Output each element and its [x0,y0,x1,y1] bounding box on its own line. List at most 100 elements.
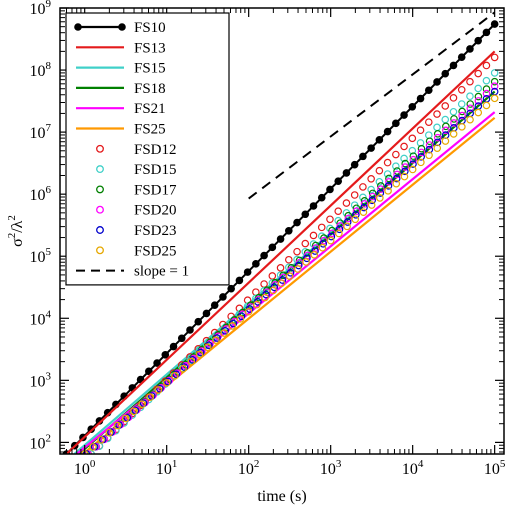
x-tick-label-base-1: 10 [156,461,172,478]
data-point-fsd25-18 [228,322,237,330]
data-point-fsd20-37 [385,178,393,186]
data-point-fsd12-35 [375,166,384,175]
data-point-fsd25-23 [269,286,278,295]
legend-swatch-fsd15 [96,165,104,174]
y-axis-label-sup2: 2 [6,215,18,221]
data-point-fsd25-17 [220,329,228,337]
data-point-fs10-32 [326,185,334,194]
data-point-fsd23-7 [139,399,148,408]
data-point-fsd12-48 [482,61,491,70]
y-tick-label-base-0: 10 [30,435,46,452]
y-axis-label-sup1: 2 [6,233,18,239]
data-point-fsd15-44 [449,107,458,116]
data-point-fsd25-32 [343,222,351,231]
data-point-fsd12-22 [268,272,277,280]
data-point-fsd15-47 [474,84,482,93]
series-layer [62,11,499,454]
data-point-fsd12-29 [326,215,334,224]
legend-label-fsd15: FSD15 [134,162,177,178]
data-point-fs10-50 [474,36,482,45]
data-point-fsd20-44 [442,126,450,135]
data-point-fs10-36 [359,152,367,161]
data-point-fsd23-39 [401,167,409,176]
data-point-fsd12-36 [383,158,392,167]
x-tick-label-exp-3: 3 [336,458,342,470]
legend-label-slope-1: slope = 1 [134,264,189,280]
data-point-fsd23-25 [286,268,295,277]
data-point-fsd17-42 [425,137,434,146]
data-point-fsd25-46 [458,123,466,131]
data-point-fsd23-27 [303,254,311,263]
data-point-fs10-31 [317,193,326,202]
data-point-fsd23-24 [278,276,287,284]
series-fsd23 [82,87,499,454]
y-tick-label-0: 102 [30,432,52,452]
data-point-fsd12-25 [293,247,301,256]
data-point-fsd12-45 [457,85,466,94]
x-tick-label-exp-5: 5 [500,458,506,470]
legend-swatch-fsd12 [96,144,104,153]
data-point-fsd25-48 [474,108,483,117]
data-point-fsd25-27 [302,258,310,266]
data-point-fs10-48 [457,53,466,61]
legend-swatch-fsd25 [96,246,104,255]
legend-marker-fs10-a [74,23,82,31]
y-tick-label-exp-5: 7 [46,122,52,134]
y-tick-label-2: 104 [30,308,52,328]
data-point-fsd12-34 [367,175,375,183]
data-point-fsd20-41 [417,148,426,157]
data-point-fsd20-43 [433,133,442,142]
data-point-fsd23-11 [172,370,181,379]
data-point-fs10-35 [350,160,359,169]
x-tick-label-5: 105 [484,458,506,478]
y-tick-label-exp-3: 5 [46,246,52,258]
data-point-fsd12-33 [359,183,367,191]
data-point-fsd23-36 [376,189,385,197]
y-tick-label-4: 106 [30,184,52,204]
data-point-fsd25-14 [195,350,204,359]
data-point-fs10-20 [227,284,235,293]
data-point-fsd17-47 [466,100,475,108]
data-point-fsd25-41 [417,158,425,167]
plot-frame [59,7,505,455]
data-point-fsd25-35 [367,201,376,209]
data-point-fs10-19 [219,293,227,301]
data-point-fsd12-26 [301,239,310,248]
data-point-fs10-17 [202,309,211,318]
data-point-fsd20-34 [360,200,369,208]
data-point-fsd15-46 [466,92,474,101]
legend-label-fsd25: FSD25 [134,243,177,259]
data-point-fsd12-49 [490,53,499,62]
data-point-fsd17-37 [385,174,393,183]
data-point-fsd23-23 [270,283,279,292]
data-point-fsd23-9 [156,384,164,393]
y-tick-label-7: 109 [30,0,52,18]
data-point-fsd25-45 [449,130,458,138]
data-point-fsd20-42 [425,141,434,149]
data-point-fsd12-38 [400,142,408,151]
data-point-fsd25-43 [433,144,442,152]
y-tick-label-exp-0: 2 [46,432,52,444]
data-point-fsd17-49 [482,85,491,93]
data-point-fsd25-13 [187,357,196,366]
data-point-fsd23-41 [417,153,425,161]
data-point-fsd17-46 [458,107,466,116]
data-point-fsd25-36 [376,194,384,202]
data-point-fsd12-24 [284,255,293,264]
legend-label-fs13: FS13 [134,40,166,56]
data-point-fsd20-38 [393,170,401,179]
data-point-fs10-42 [408,102,417,111]
data-point-fsd15-37 [392,162,400,171]
data-point-fs10-18 [210,301,219,309]
data-point-fsd23-42 [425,145,434,154]
legend-label-fsd12: FSD12 [134,142,177,158]
y-axis-label-sigma: σ [9,238,26,247]
legend-label-fs18: FS18 [134,81,166,97]
data-point-fs10-47 [449,61,458,70]
data-point-fsd20-48 [474,97,483,105]
data-point-fsd12-39 [408,134,417,143]
data-point-fsd25-24 [277,279,286,288]
series-slope-1 [248,11,496,200]
